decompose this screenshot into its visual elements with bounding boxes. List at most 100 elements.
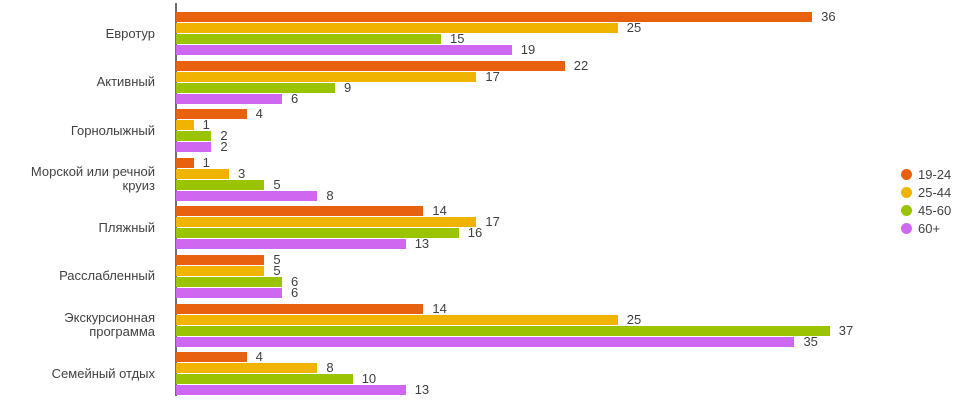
value-label: 35 xyxy=(803,333,818,349)
category-label: Горнолыжный xyxy=(70,122,155,138)
bar-series-45-60[interactable] xyxy=(176,228,459,239)
bar-series-19-24[interactable] xyxy=(176,303,424,314)
bar-series-25-44[interactable] xyxy=(176,363,318,374)
legend-marker-icon xyxy=(901,223,912,234)
bar-series-25-44[interactable] xyxy=(176,71,477,82)
category-group: Морской или речной круиз 1 3 5 8 xyxy=(0,154,965,203)
bar-row: 6 xyxy=(176,92,588,105)
value-label: 17 xyxy=(485,68,500,84)
value-label: 2 xyxy=(220,128,228,144)
bar-row: 35 xyxy=(176,333,853,349)
bar-row: 14 xyxy=(176,204,500,217)
bar-series-45-60[interactable] xyxy=(176,82,336,93)
bar-row: 14 xyxy=(176,300,853,316)
bar-series-60+[interactable] xyxy=(176,336,795,347)
bar-series-45-60[interactable] xyxy=(176,276,283,287)
bar-row: 2 xyxy=(176,128,263,144)
bar-row: 5 xyxy=(176,264,298,277)
bar-series-25-44[interactable] xyxy=(176,265,265,276)
bar-row: 4 xyxy=(176,107,263,120)
category-group: Семейный отдых 4 8 10 13 xyxy=(0,349,965,396)
bar-series-60+[interactable] xyxy=(176,93,283,104)
value-label: 3 xyxy=(238,165,246,181)
bar-group: 1 3 5 8 xyxy=(176,154,334,203)
category-group: Пляжный 14 17 16 13 xyxy=(0,204,965,250)
bar-series-25-44[interactable] xyxy=(176,120,194,131)
value-label: 19 xyxy=(520,42,536,57)
bar-series-19-24[interactable] xyxy=(176,254,265,265)
bar-series-19-24[interactable] xyxy=(176,157,194,168)
bar-row: 25 xyxy=(176,313,853,326)
bar-row: 1 xyxy=(176,117,263,133)
category-group: Экскурсионная программа 14 25 37 35 xyxy=(0,300,965,349)
value-label: 10 xyxy=(361,371,377,387)
bar-series-45-60[interactable] xyxy=(176,34,442,44)
bar-series-19-24[interactable] xyxy=(176,206,424,217)
y-axis-line xyxy=(175,3,177,396)
bar-row: 2 xyxy=(176,139,263,155)
bar-series-45-60[interactable] xyxy=(176,325,830,336)
bar-series-60+[interactable] xyxy=(176,287,283,298)
legend-item-19-24: 19-24 xyxy=(901,167,951,182)
bar-row: 10 xyxy=(176,371,429,387)
legend-item-60+: 60+ xyxy=(901,221,951,236)
category-label: Евротур xyxy=(105,25,155,41)
bar-series-19-24[interactable] xyxy=(176,109,247,120)
bar-series-60+[interactable] xyxy=(176,239,406,250)
bar-row: 8 xyxy=(176,361,429,374)
bar-series-45-60[interactable] xyxy=(176,374,353,385)
bar-group: 14 17 16 13 xyxy=(176,204,500,250)
legend-label: 60+ xyxy=(918,221,941,236)
bar-row: 8 xyxy=(176,187,334,203)
bar-series-25-44[interactable] xyxy=(176,23,618,33)
value-label: 16 xyxy=(467,225,483,241)
value-label: 17 xyxy=(485,214,500,230)
bar-series-25-44[interactable] xyxy=(176,168,229,179)
bar-series-60+[interactable] xyxy=(176,142,212,153)
value-label: 4 xyxy=(255,349,263,365)
value-label: 8 xyxy=(326,187,334,203)
value-label: 6 xyxy=(291,273,299,289)
value-label: 25 xyxy=(626,20,642,35)
legend-marker-icon xyxy=(901,205,912,216)
legend-marker-icon xyxy=(901,169,912,180)
bar-row: 5 xyxy=(176,176,334,192)
category-group: Активный 22 17 9 6 xyxy=(0,57,965,105)
category-group: Горнолыжный 4 1 2 2 xyxy=(0,107,965,155)
bar-row: 6 xyxy=(176,286,298,299)
value-label: 1 xyxy=(202,154,210,170)
bar-series-60+[interactable] xyxy=(176,385,406,396)
bar-series-25-44[interactable] xyxy=(176,217,477,228)
bar-series-19-24[interactable] xyxy=(176,60,565,71)
value-label: 5 xyxy=(273,251,281,267)
value-label: 36 xyxy=(821,9,836,24)
value-label: 2 xyxy=(220,139,228,155)
value-label: 14 xyxy=(432,300,447,316)
bar-series-60+[interactable] xyxy=(176,45,512,55)
legend-label: 45-60 xyxy=(918,203,952,218)
bar-series-60+[interactable] xyxy=(176,190,318,201)
bar-series-45-60[interactable] xyxy=(176,179,265,190)
plot-area: Евротур 36 25 15 19 Активный 22 17 9 6 Горнолыжный… xyxy=(0,9,965,396)
bar-row: 15 xyxy=(176,32,836,45)
value-label: 9 xyxy=(344,79,352,95)
category-group: Евротур 36 25 15 19 xyxy=(0,9,965,57)
value-label: 22 xyxy=(573,57,589,73)
bar-row: 16 xyxy=(176,225,500,241)
bar-row: 13 xyxy=(176,383,429,396)
bar-row: 1 xyxy=(176,154,334,170)
category-label: Морской или речной круиз xyxy=(30,164,155,194)
bar-row: 17 xyxy=(176,68,588,84)
category-label: Расслабленный xyxy=(59,268,155,284)
value-label: 1 xyxy=(202,117,210,133)
bar-series-19-24[interactable] xyxy=(176,12,813,22)
legend-marker-icon xyxy=(901,187,912,198)
bar-series-45-60[interactable] xyxy=(176,131,212,142)
value-label: 5 xyxy=(273,176,281,192)
bar-row: 6 xyxy=(176,273,299,289)
bar-series-19-24[interactable] xyxy=(176,352,247,363)
bar-series-25-44[interactable] xyxy=(176,314,618,325)
